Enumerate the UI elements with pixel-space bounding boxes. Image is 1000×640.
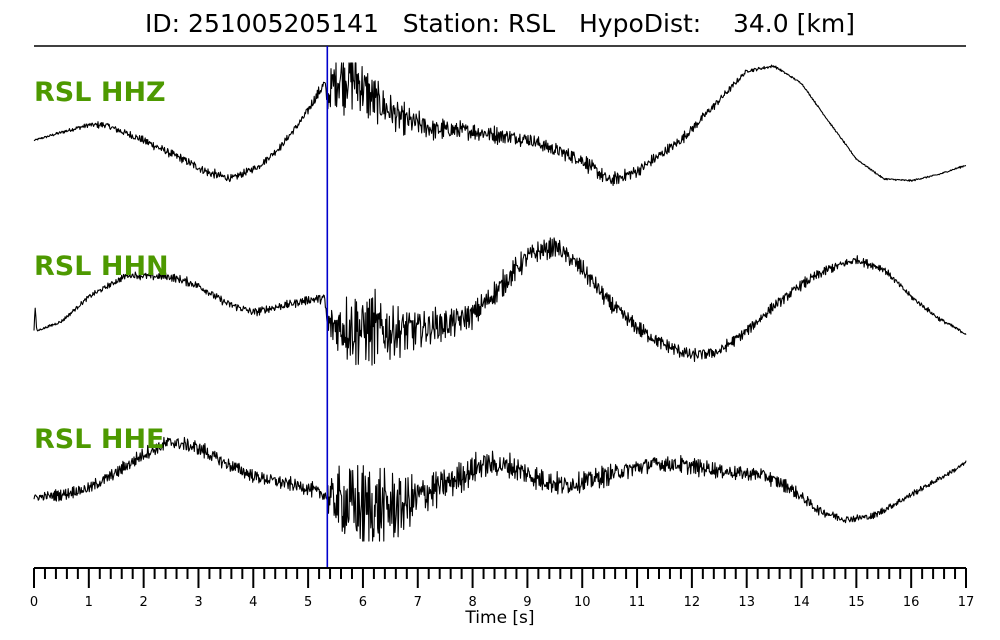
trace-label: RSL HHE <box>34 424 164 455</box>
tick-label: 4 <box>249 595 257 610</box>
trace-label-group: RSL HHZ RSL HHN RSL HHE <box>34 77 169 455</box>
trace-line <box>33 436 967 542</box>
x-axis-label: Time [s] <box>464 608 534 628</box>
chart-title: ID: 251005205141 Station: RSL HypoDist: … <box>145 9 855 38</box>
tick-label: 17 <box>958 595 975 610</box>
tick-label: 12 <box>684 595 701 610</box>
tick-label: 8 <box>468 595 476 610</box>
tick-label: 13 <box>738 595 755 610</box>
tick-label: 16 <box>903 595 920 610</box>
trace-group <box>33 62 967 542</box>
tick-label: 15 <box>848 595 865 610</box>
tick-label: 3 <box>194 595 202 610</box>
trace-line <box>33 237 967 366</box>
trace-line <box>33 62 967 187</box>
trace-label: RSL HHZ <box>34 77 166 108</box>
tick-label: 11 <box>629 595 646 610</box>
tick-label: 7 <box>414 595 422 610</box>
tick-label: 2 <box>140 595 148 610</box>
tick-label: 6 <box>359 595 367 610</box>
tick-label: 9 <box>523 595 531 610</box>
tick-label: 10 <box>574 595 591 610</box>
trace-label: RSL HHN <box>34 251 169 282</box>
tick-label: 0 <box>30 595 38 610</box>
tick-label: 5 <box>304 595 312 610</box>
tick-label: 14 <box>793 595 810 610</box>
tick-label: 1 <box>85 595 93 610</box>
